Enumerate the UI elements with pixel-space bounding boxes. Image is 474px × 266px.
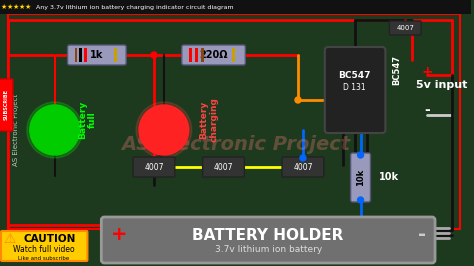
FancyBboxPatch shape: [84, 48, 87, 62]
FancyBboxPatch shape: [0, 79, 13, 131]
Text: ★: ★: [19, 4, 25, 10]
Text: 4007: 4007: [144, 163, 164, 172]
FancyBboxPatch shape: [114, 48, 117, 62]
Text: ★: ★: [13, 4, 19, 10]
FancyBboxPatch shape: [201, 48, 204, 62]
Text: -: -: [418, 225, 426, 243]
Text: ★: ★: [7, 4, 13, 10]
Text: ⚠: ⚠: [4, 232, 16, 246]
Text: Watch full video: Watch full video: [13, 246, 74, 255]
Text: 4007: 4007: [293, 163, 313, 172]
Text: BC547: BC547: [338, 70, 371, 80]
Text: 4007: 4007: [396, 25, 414, 31]
Text: AS Electronic Project: AS Electronic Project: [13, 94, 19, 166]
Text: ★: ★: [25, 4, 31, 10]
Text: 10k: 10k: [379, 172, 400, 182]
FancyBboxPatch shape: [325, 47, 385, 133]
FancyBboxPatch shape: [351, 153, 371, 202]
Text: Battery
charging: Battery charging: [199, 98, 219, 142]
Text: Like and subscribe: Like and subscribe: [18, 256, 69, 260]
Circle shape: [300, 155, 306, 161]
Circle shape: [136, 102, 191, 158]
FancyBboxPatch shape: [282, 157, 324, 177]
FancyBboxPatch shape: [8, 14, 460, 229]
Text: 4007: 4007: [214, 163, 233, 172]
Text: 10k: 10k: [356, 168, 365, 186]
Text: +: +: [111, 225, 128, 243]
FancyBboxPatch shape: [202, 157, 244, 177]
FancyBboxPatch shape: [182, 45, 246, 65]
FancyBboxPatch shape: [101, 217, 435, 263]
Text: AS Electronic Project: AS Electronic Project: [121, 135, 350, 155]
Text: +: +: [421, 65, 433, 79]
Text: BC547: BC547: [392, 55, 401, 85]
FancyBboxPatch shape: [232, 48, 236, 62]
Text: 220Ω: 220Ω: [199, 50, 228, 60]
FancyBboxPatch shape: [0, 0, 471, 14]
Circle shape: [357, 152, 364, 158]
FancyBboxPatch shape: [389, 21, 421, 35]
Text: -: -: [424, 103, 430, 117]
FancyBboxPatch shape: [133, 157, 175, 177]
Text: 1k: 1k: [90, 50, 103, 60]
FancyBboxPatch shape: [68, 45, 126, 65]
Text: 5v input: 5v input: [416, 80, 468, 90]
Circle shape: [27, 102, 82, 158]
Text: BATTERY HOLDER: BATTERY HOLDER: [192, 227, 344, 243]
Text: D 131: D 131: [343, 84, 366, 93]
FancyBboxPatch shape: [195, 48, 198, 62]
Circle shape: [295, 97, 301, 103]
Circle shape: [151, 52, 157, 58]
FancyBboxPatch shape: [80, 48, 82, 62]
Text: SUBSCRIBE: SUBSCRIBE: [3, 89, 9, 120]
FancyBboxPatch shape: [189, 48, 191, 62]
Text: Any 3.7v lithium ion battery charging indicator circuit diagram: Any 3.7v lithium ion battery charging in…: [36, 5, 233, 10]
Text: CAUTION: CAUTION: [24, 234, 76, 244]
Circle shape: [30, 105, 80, 155]
Text: Battery
full: Battery full: [78, 101, 97, 139]
FancyBboxPatch shape: [74, 48, 77, 62]
Circle shape: [357, 197, 364, 203]
Circle shape: [139, 105, 189, 155]
Text: ★: ★: [1, 4, 7, 10]
Text: 3.7v lithium ion battery: 3.7v lithium ion battery: [215, 246, 322, 255]
FancyBboxPatch shape: [1, 231, 87, 261]
